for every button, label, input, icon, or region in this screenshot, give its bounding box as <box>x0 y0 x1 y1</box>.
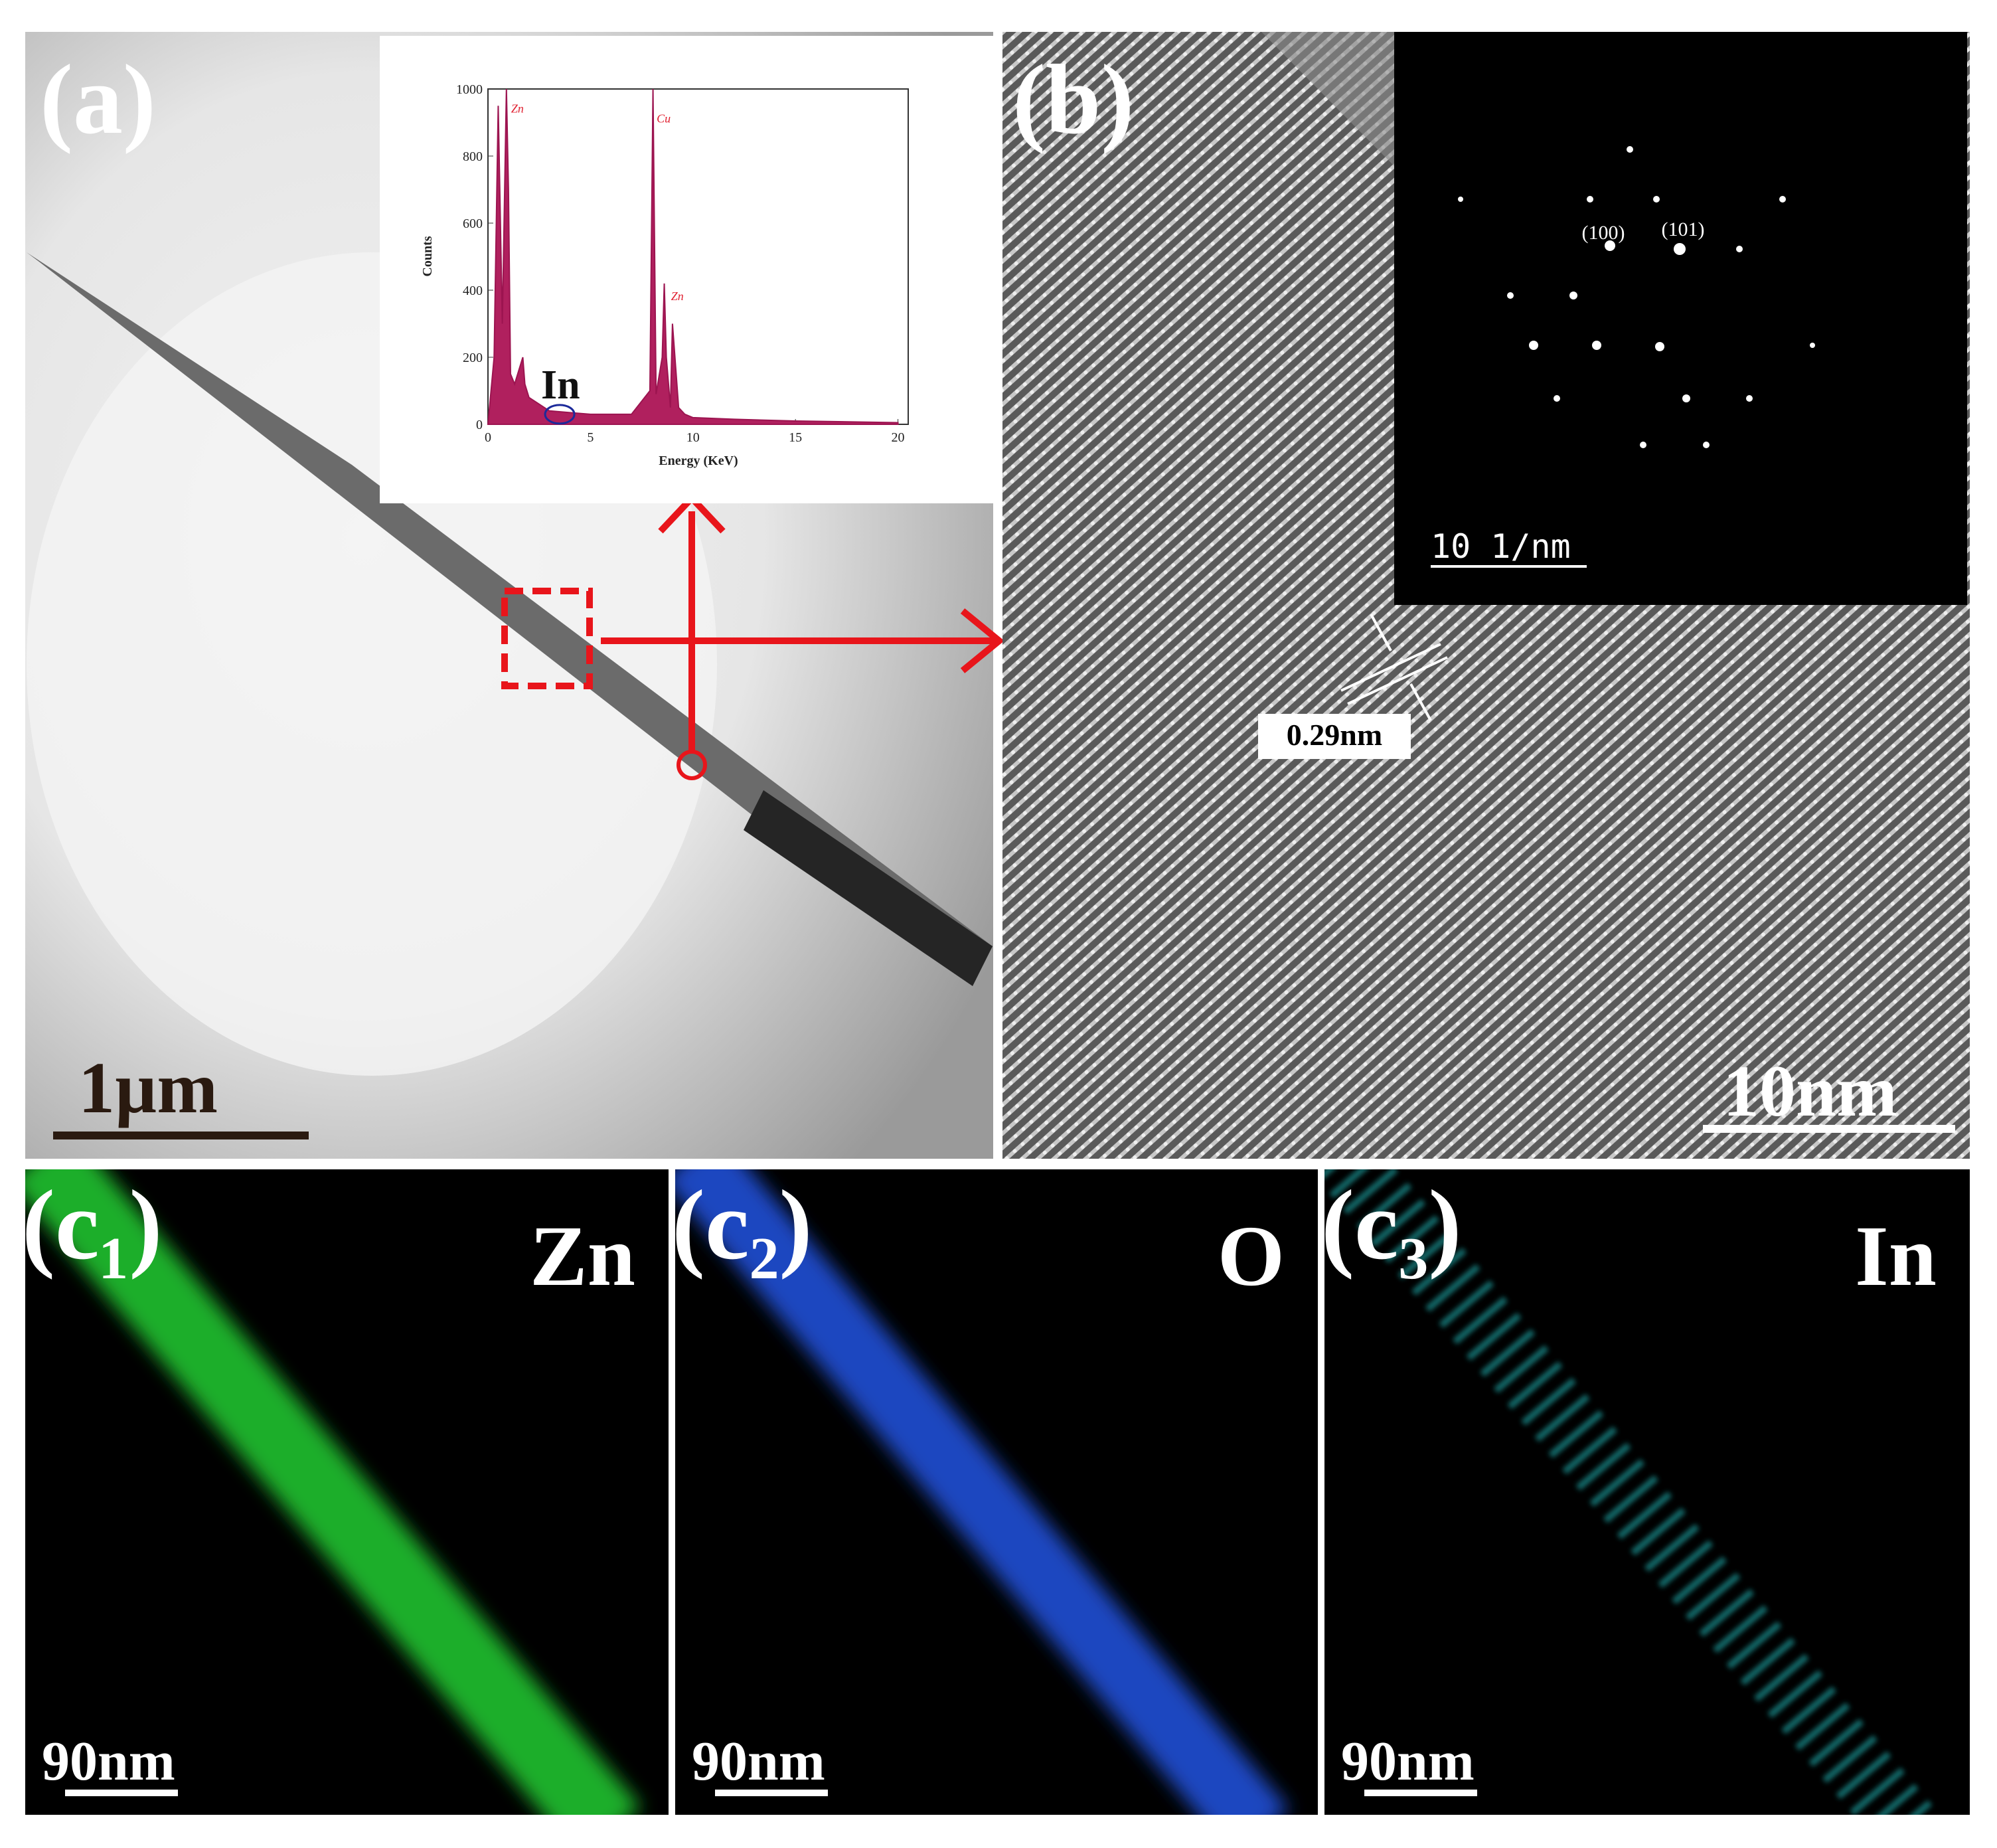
inset-bg <box>380 36 993 503</box>
panel-label: (c₃) <box>1321 1170 1461 1280</box>
element-label: In <box>1855 1209 1937 1304</box>
selection-box <box>501 588 593 689</box>
o-signal <box>675 1169 1290 1815</box>
spot-label: (101) <box>1662 218 1705 240</box>
scale-bar-label: 10 1/nm <box>1431 527 1571 566</box>
x-tick-label: 10 <box>686 430 700 445</box>
panel-label: (a) <box>40 44 156 155</box>
spectrum <box>487 88 899 425</box>
peak-label: Cu <box>657 112 671 126</box>
scale-bar-label: 90nm <box>692 1730 825 1792</box>
x-tick-label: 5 <box>587 430 594 445</box>
diffraction-spots <box>1458 146 1815 448</box>
y-tick-label: 600 <box>463 216 483 231</box>
element-label: Zn <box>530 1209 635 1304</box>
peak-label: Zn <box>511 102 524 115</box>
y-axis-label: Counts <box>420 236 435 276</box>
eds-inset: Counts Energy (KeV) 0 5 10 15 20020040060080… <box>380 36 993 503</box>
x-axis-label: Energy (KeV) <box>659 454 738 468</box>
y-tick-label: 800 <box>463 149 483 164</box>
spot-label: (100) <box>1582 222 1625 244</box>
scale-bar-label: 10nm <box>1723 1050 1897 1132</box>
panel-label: (c₂) <box>672 1170 812 1280</box>
point-marker <box>677 750 707 780</box>
saed-inset <box>1394 32 1967 605</box>
spacing-box <box>1258 714 1411 759</box>
y-tick-label: 0 <box>476 418 483 432</box>
y-tick-label: 200 <box>463 351 483 365</box>
scale-bar-label: 90nm <box>42 1730 175 1792</box>
spacing-label: 0.29nm <box>1287 718 1382 752</box>
y-tick-label: 1000 <box>456 82 483 97</box>
panel-label: (b) <box>1012 44 1134 155</box>
annotation: In <box>541 363 580 408</box>
panel-label: (c₁) <box>22 1170 162 1280</box>
element-label: O <box>1218 1209 1285 1304</box>
peak-label: Zn <box>671 290 684 303</box>
y-tick-label: 400 <box>463 284 483 298</box>
in-marker <box>544 404 576 425</box>
x-tick-label: 0 <box>485 430 491 445</box>
x-tick-label: 20 <box>892 430 905 445</box>
lattice-marker <box>1340 614 1448 721</box>
scale-bar-label: 90nm <box>1341 1730 1475 1792</box>
x-tick-label: 15 <box>789 430 802 445</box>
scale-bar-label: 1µm <box>78 1047 218 1128</box>
zn-signal <box>25 1169 641 1815</box>
edge <box>1261 32 1394 166</box>
